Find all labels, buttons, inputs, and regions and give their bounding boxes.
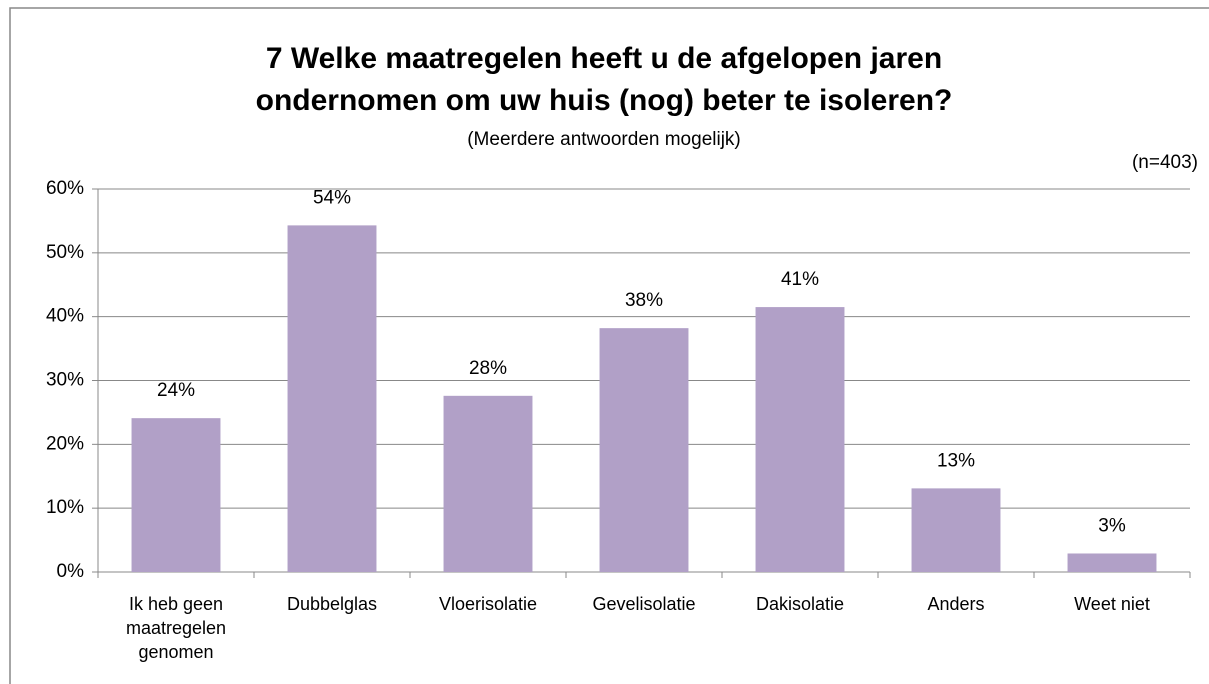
x-tick-label: Vloerisolatie [438, 594, 538, 614]
x-tick-label: Ik heb geen maatregelen genomen [125, 594, 227, 662]
bar [599, 328, 689, 572]
x-tick-label: Gevelisolatie [592, 594, 696, 614]
bar [443, 395, 533, 572]
y-tick-label: 20% [46, 433, 84, 454]
bar [287, 225, 377, 572]
bar [911, 488, 1001, 572]
data-label: 28% [469, 358, 507, 379]
data-label: 3% [1098, 516, 1126, 537]
chart-subtitle: (Meerdere antwoorden mogelijk) [467, 129, 741, 150]
data-label: 24% [157, 380, 195, 401]
chart-border [9, 7, 1209, 684]
x-tick-label: Dubbelglas [286, 594, 378, 614]
bar [131, 418, 221, 572]
data-label: 38% [625, 290, 663, 311]
chart-title: ondernomen om uw huis (nog) beter te iso… [256, 84, 953, 117]
data-label: 13% [937, 450, 975, 471]
annotation: (n=403) [1132, 152, 1198, 173]
x-tick-label: Weet niet [1074, 594, 1150, 614]
chart-title: 7 Welke maatregelen heeft u de afgelopen… [266, 42, 942, 75]
y-tick-label: 30% [46, 370, 84, 391]
x-tick-label: Anders [927, 594, 985, 614]
y-tick-label: 0% [57, 561, 85, 582]
data-label: 54% [313, 187, 351, 208]
x-tick-label: Dakisolatie [755, 594, 845, 614]
y-tick-label: 40% [46, 306, 84, 327]
bar [755, 307, 845, 572]
y-tick-label: 50% [46, 242, 84, 263]
bar [1067, 553, 1157, 572]
y-tick-label: 10% [46, 497, 84, 518]
y-tick-label: 60% [46, 178, 84, 199]
data-label: 41% [781, 269, 819, 290]
